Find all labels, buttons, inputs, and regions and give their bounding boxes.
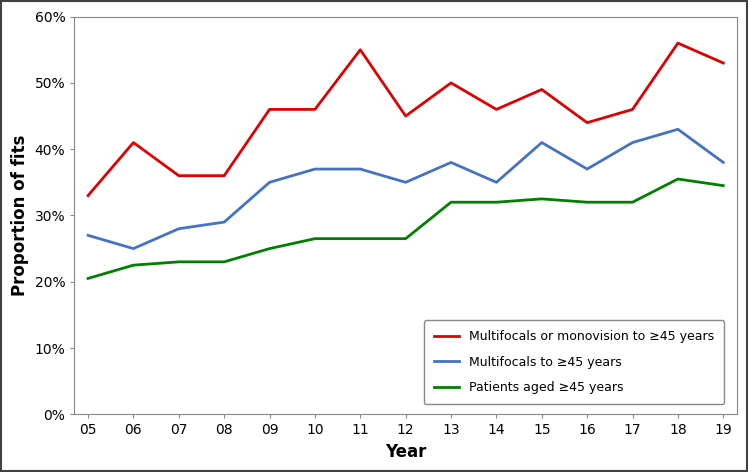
- Patients aged ≥45 years: [310, 236, 319, 242]
- Multifocals to ≥45 years: [719, 160, 728, 165]
- Multifocals or monovision to ≥45 years: [84, 193, 93, 198]
- Multifocals to ≥45 years: [310, 166, 319, 172]
- Multifocals or monovision to ≥45 years: [265, 107, 274, 112]
- Line: Patients aged ≥45 years: Patients aged ≥45 years: [88, 179, 723, 278]
- Multifocals to ≥45 years: [628, 140, 637, 145]
- Line: Multifocals to ≥45 years: Multifocals to ≥45 years: [88, 129, 723, 249]
- Multifocals or monovision to ≥45 years: [401, 113, 410, 119]
- Multifocals to ≥45 years: [220, 219, 229, 225]
- Multifocals to ≥45 years: [583, 166, 592, 172]
- Multifocals to ≥45 years: [447, 160, 456, 165]
- Patients aged ≥45 years: [356, 236, 365, 242]
- Patients aged ≥45 years: [673, 176, 682, 182]
- Multifocals or monovision to ≥45 years: [492, 107, 501, 112]
- Patients aged ≥45 years: [174, 259, 183, 265]
- Multifocals or monovision to ≥45 years: [628, 107, 637, 112]
- Multifocals to ≥45 years: [673, 126, 682, 132]
- Patients aged ≥45 years: [583, 199, 592, 205]
- Patients aged ≥45 years: [537, 196, 546, 202]
- Multifocals to ≥45 years: [265, 179, 274, 185]
- Multifocals to ≥45 years: [356, 166, 365, 172]
- Multifocals or monovision to ≥45 years: [447, 80, 456, 86]
- Multifocals or monovision to ≥45 years: [310, 107, 319, 112]
- Multifocals to ≥45 years: [84, 233, 93, 238]
- Patients aged ≥45 years: [492, 199, 501, 205]
- Line: Multifocals or monovision to ≥45 years: Multifocals or monovision to ≥45 years: [88, 43, 723, 195]
- Multifocals or monovision to ≥45 years: [129, 140, 138, 145]
- Multifocals or monovision to ≥45 years: [583, 120, 592, 126]
- Multifocals or monovision to ≥45 years: [356, 47, 365, 52]
- X-axis label: Year: Year: [385, 443, 426, 461]
- Multifocals or monovision to ≥45 years: [220, 173, 229, 178]
- Multifocals to ≥45 years: [174, 226, 183, 232]
- Multifocals or monovision to ≥45 years: [673, 40, 682, 46]
- Patients aged ≥45 years: [129, 262, 138, 268]
- Patients aged ≥45 years: [84, 276, 93, 281]
- Patients aged ≥45 years: [628, 199, 637, 205]
- Multifocals or monovision to ≥45 years: [174, 173, 183, 178]
- Multifocals or monovision to ≥45 years: [719, 60, 728, 66]
- Patients aged ≥45 years: [719, 183, 728, 188]
- Legend: Multifocals or monovision to ≥45 years, Multifocals to ≥45 years, Patients aged : Multifocals or monovision to ≥45 years, …: [424, 320, 724, 404]
- Multifocals to ≥45 years: [129, 246, 138, 252]
- Multifocals or monovision to ≥45 years: [537, 87, 546, 93]
- Multifocals to ≥45 years: [492, 179, 501, 185]
- Patients aged ≥45 years: [447, 199, 456, 205]
- Multifocals to ≥45 years: [401, 179, 410, 185]
- Multifocals to ≥45 years: [537, 140, 546, 145]
- Patients aged ≥45 years: [220, 259, 229, 265]
- Patients aged ≥45 years: [401, 236, 410, 242]
- Patients aged ≥45 years: [265, 246, 274, 252]
- Y-axis label: Proportion of fits: Proportion of fits: [11, 135, 29, 296]
